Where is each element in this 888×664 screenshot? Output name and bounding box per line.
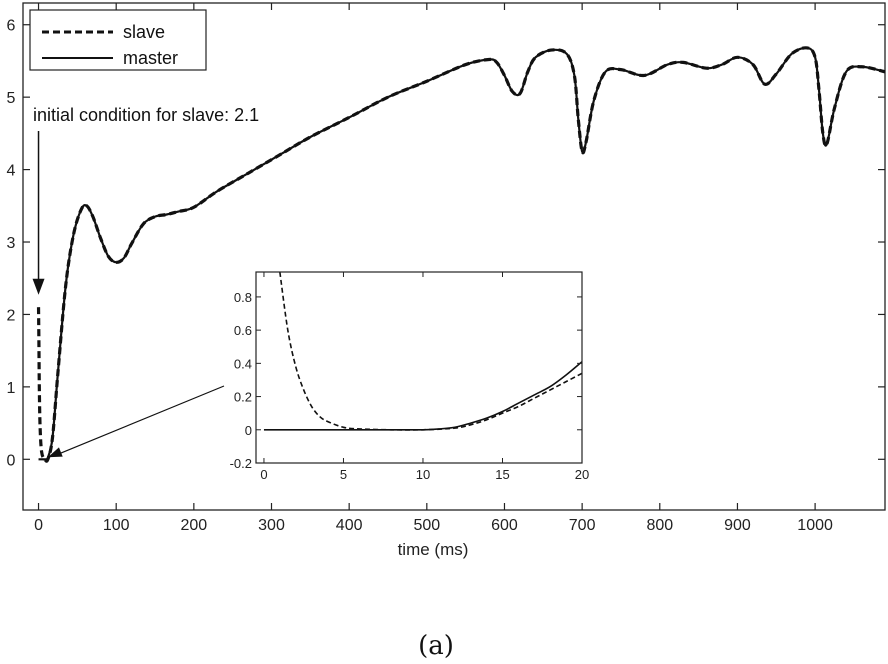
inset-y-tick-label: -0.2 [230, 456, 252, 471]
y-tick-label: 6 [7, 18, 16, 35]
x-tick-label: 700 [569, 517, 596, 534]
inset-x-tick-label: 0 [260, 467, 267, 482]
inset-x-tick-label: 10 [416, 467, 430, 482]
inset-x-tick-label: 5 [340, 467, 347, 482]
x-tick-label: 0 [34, 517, 43, 534]
x-tick-label: 200 [180, 517, 207, 534]
x-tick-label: 300 [258, 517, 285, 534]
x-tick-label: 600 [491, 517, 518, 534]
x-tick-label: 800 [646, 517, 673, 534]
inset-background [256, 272, 582, 463]
inset-y-tick-label: 0.8 [234, 290, 252, 305]
inset-pointer-arrowhead [47, 447, 63, 458]
y-tick-label: 5 [7, 90, 16, 107]
legend-box [29, 9, 207, 71]
legend: slave master [29, 9, 207, 71]
inset-series-line-master [263, 361, 582, 431]
y-tick-label: 4 [7, 163, 16, 180]
inset-axis-ticks: 0 5 10 15 20 -0.2 0 0.2 0.4 0.6 0.8 [230, 272, 589, 482]
inset-y-tick-label: 0.6 [234, 323, 252, 338]
y-tick-label: 2 [7, 307, 16, 324]
annotation-text: initial condition for slave: 2.1 [33, 105, 259, 125]
main-series-group [36, 46, 886, 463]
y-tick-label: 1 [7, 380, 16, 397]
inset-x-tick-label: 20 [575, 467, 589, 482]
inset-pointer-arrow [57, 385, 225, 455]
main-plot-frame [22, 2, 886, 511]
inset-y-tick-label: 0.4 [234, 356, 252, 371]
series-line-master [38, 46, 886, 461]
x-tick-label: 500 [413, 517, 440, 534]
legend-label-slave: slave [123, 22, 165, 42]
x-tick-label: 1000 [797, 517, 833, 534]
annotation-arrowhead [32, 278, 45, 295]
figure-caption: (a) [418, 631, 454, 661]
inset-y-tick-label: 0 [245, 423, 252, 438]
inset-plot-frame [255, 271, 583, 464]
inset-series-group [263, 272, 582, 431]
x-tick-label: 900 [724, 517, 751, 534]
x-tick-label: 100 [103, 517, 130, 534]
inset-y-tick-label: 0.2 [234, 390, 252, 405]
y-tick-label: 3 [7, 235, 16, 252]
y-tick-label: 0 [7, 452, 16, 469]
inset-x-tick-label: 15 [495, 467, 509, 482]
x-tick-label: 400 [336, 517, 363, 534]
x-axis-title: time (ms) [398, 540, 469, 559]
legend-label-master: master [123, 48, 178, 68]
